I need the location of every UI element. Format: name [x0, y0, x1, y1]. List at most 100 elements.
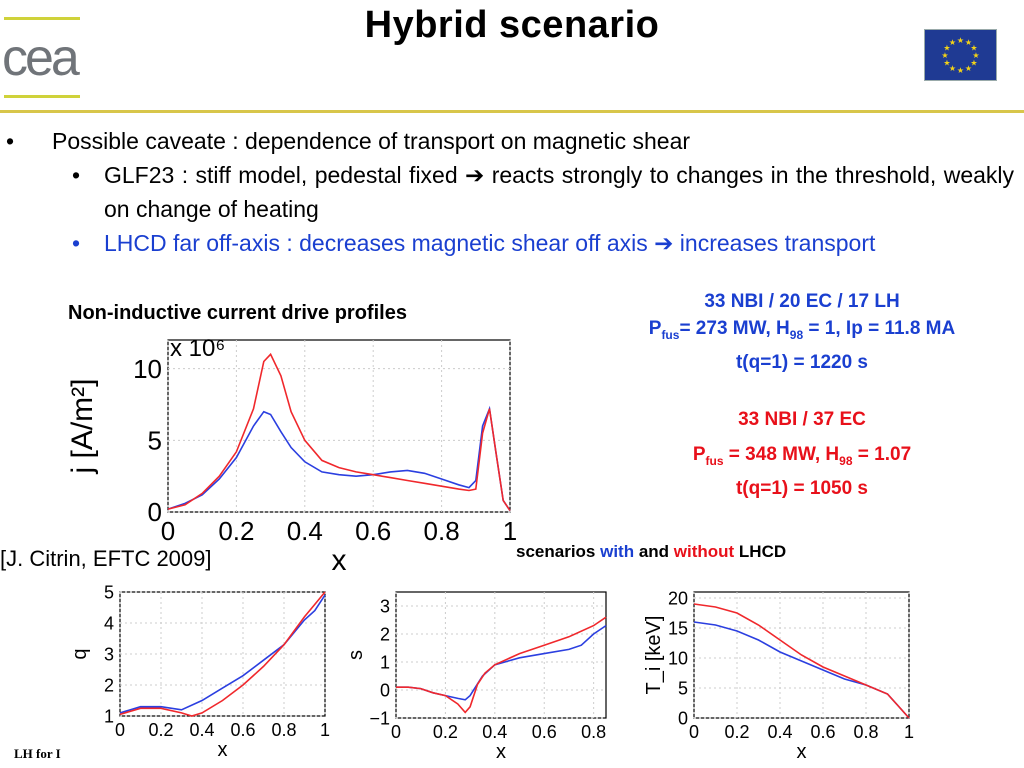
y-tick-label: 0 [678, 708, 688, 728]
x-tick-label: 0.4 [189, 720, 214, 740]
grid [119, 591, 326, 717]
x-tick-label: 0 [391, 722, 401, 742]
svg-text:★: ★ [957, 36, 964, 45]
grid [167, 340, 511, 513]
main-plot-title: Non-inductive current drive profiles [68, 302, 407, 324]
plot-frame [167, 339, 511, 513]
plot-frame [693, 591, 910, 719]
grid [693, 592, 910, 719]
scenario-lh-line2: Pfus= 273 MW, H98 = 1, Ip = 11.8 MA [648, 318, 956, 342]
x-tick-label: 0.6 [355, 516, 391, 546]
x-tick-label: 0.4 [767, 722, 792, 742]
eu-flag-icon: ★ ★ ★ ★ ★ ★ ★ ★ ★ ★ ★ ★ [924, 29, 997, 81]
y-tick-label: 3 [104, 644, 114, 664]
y-axis-label: q [70, 648, 91, 659]
x-tick-label: 0.8 [271, 720, 296, 740]
svg-text:★: ★ [941, 51, 948, 60]
y-axis-label: s [345, 650, 367, 660]
scenario-nolh-line1: 33 NBI / 37 EC [738, 409, 866, 430]
svg-text:★: ★ [972, 51, 979, 60]
svg-text:★: ★ [965, 38, 972, 47]
scenario-without-lh: 33 NBI / 37 EC Pfus = 348 MW, H98 = 1.07… [584, 406, 1020, 502]
y-tick-label: 2 [104, 675, 114, 695]
q-profile-chart: 0 0.2 0.4 0.6 0.8 1 1 2 3 4 5 x q [70, 582, 330, 761]
y-tick-label: 4 [104, 613, 114, 633]
series-line-without-lh [119, 591, 326, 717]
svg-text:★: ★ [970, 59, 977, 68]
y-tick-label: 5 [148, 425, 162, 455]
sub-bullet-marker: • [72, 162, 81, 188]
x-tick-label: 0.2 [148, 720, 173, 740]
cea-logo: cea [2, 29, 80, 87]
series-line-without-lh [396, 616, 607, 714]
logo-bottom-line [4, 95, 80, 98]
grid [395, 592, 606, 719]
y-tick-label: 1 [380, 652, 390, 672]
x-tick-label: 0.8 [853, 722, 878, 742]
x-tick-label: 0.4 [482, 722, 507, 742]
x-tick-label: 0.8 [424, 516, 460, 546]
y-tick-label: 10 [133, 354, 162, 384]
series-line-without-lh [693, 603, 910, 719]
series-line-with-lh [119, 594, 326, 714]
glf23-text-b: reacts strongly to changes in the thresh… [104, 162, 1015, 222]
x-tick-label: 0.2 [433, 722, 458, 742]
y-axis-label: j [A/m²] [66, 379, 99, 475]
lhcd-text-b: increases transport [679, 230, 876, 256]
svg-text:★: ★ [965, 64, 972, 73]
y-tick-label: 3 [380, 596, 390, 616]
x-tick-label: 0 [689, 722, 699, 742]
x-tick-label: 0.4 [287, 516, 323, 546]
sub-bullet-marker: • [72, 230, 81, 256]
series-line-with-lh [167, 405, 511, 512]
svg-text:★: ★ [943, 44, 950, 53]
y-tick-label: 20 [668, 588, 688, 608]
scale-label: x 10⁶ [170, 335, 225, 362]
svg-text:★: ★ [949, 38, 956, 47]
svg-text:★: ★ [949, 64, 956, 73]
svg-text:★: ★ [970, 44, 977, 53]
x-tick-label: 0.2 [218, 516, 254, 546]
y-axis-label: T_i [keV] [643, 616, 665, 695]
svg-text:★: ★ [943, 59, 950, 68]
arrow-icon: ➔ [654, 230, 674, 256]
page-title: Hybrid scenario [364, 4, 660, 46]
footer-text: LH for I [14, 746, 61, 761]
x-tick-label: 0.6 [230, 720, 255, 740]
x-tick-label: 1 [320, 720, 330, 740]
y-tick-label: 1 [104, 706, 114, 726]
svg-text:★: ★ [957, 66, 964, 75]
compare-caption: scenarios with and without LHCD [516, 542, 787, 561]
x-tick-label: 1 [904, 722, 914, 742]
scenario-lh-line3: t(q=1) = 1220 s [735, 351, 869, 373]
y-tick-label: 5 [104, 582, 114, 602]
x-tick-label: 0.2 [724, 722, 749, 742]
header-separator [0, 110, 1024, 113]
y-tick-label: 10 [668, 648, 688, 668]
y-tick-label: 5 [678, 678, 688, 698]
logo-top-line [4, 17, 80, 20]
scenario-nolh-line3: t(q=1) = 1050 s [735, 477, 869, 499]
x-axis-label: x [218, 739, 228, 761]
y-tick-label: −1 [369, 708, 390, 728]
y-tick-label: 15 [668, 618, 688, 638]
series-line-with-lh [693, 621, 910, 719]
bullet-marker: • [6, 128, 15, 154]
bullet-main: Possible caveate : dependence of transpo… [52, 128, 691, 154]
y-tick-label: 0 [148, 497, 162, 527]
x-axis-label: x [332, 544, 347, 570]
y-tick-label: 0 [380, 680, 390, 700]
arrow-icon: ➔ [465, 162, 485, 188]
scenario-nolh-line2: Pfus = 348 MW, H98 = 1.07 [692, 444, 912, 468]
plot-frame [395, 591, 607, 719]
x-axis-label: x [797, 741, 807, 763]
sub-bullet-lhcd: • LHCD far off-axis : decreases magnetic… [72, 226, 1014, 260]
citation: [J. Citrin, EFTC 2009] [0, 546, 212, 571]
y-tick-label: 2 [380, 624, 390, 644]
sub-bullet-glf23: • GLF23 : stiff model, pedestal fixed ➔ … [72, 158, 1014, 226]
glf23-text-a: GLF23 : stiff model, pedestal fixed [104, 162, 458, 188]
x-tick-label: 0.6 [532, 722, 557, 742]
